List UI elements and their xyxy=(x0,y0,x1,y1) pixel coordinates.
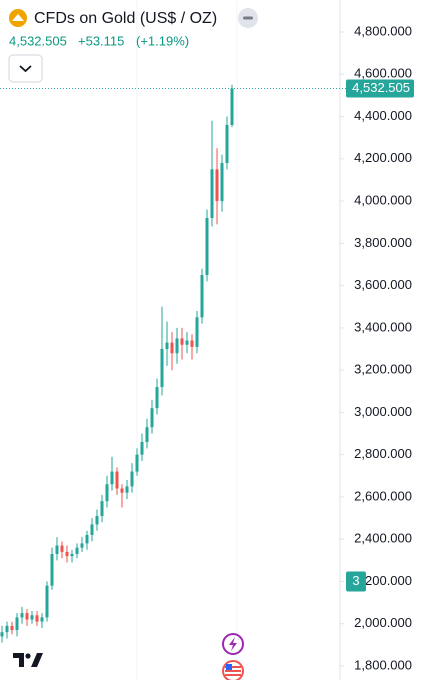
candle-body xyxy=(110,471,114,485)
y-tick-label: 2,200.000 xyxy=(354,573,412,588)
candle-body xyxy=(190,340,194,347)
candle-body xyxy=(145,427,149,442)
collapse-button[interactable] xyxy=(238,8,258,28)
y-tick-label: 3,400.000 xyxy=(354,319,412,334)
economy-icon[interactable] xyxy=(222,660,244,680)
candle-body xyxy=(25,613,29,620)
y-tick-label: 4,800.000 xyxy=(354,23,412,38)
candle-body xyxy=(160,349,164,388)
y-tick-label: 3,200.000 xyxy=(354,362,412,377)
candle-body xyxy=(150,408,154,428)
candle-body xyxy=(70,553,74,557)
candle-body xyxy=(60,545,64,552)
candle-body xyxy=(165,342,169,349)
y-tick-label: 1,800.000 xyxy=(354,657,412,672)
price: 4,532.505 xyxy=(9,33,67,48)
y-tick-label: 2,000.000 xyxy=(354,615,412,630)
candle-body xyxy=(220,163,224,202)
y-tick-label: 2,400.000 xyxy=(354,531,412,546)
candle-body xyxy=(205,217,209,276)
badge: 3 xyxy=(352,573,359,588)
y-tick-label: 4,000.000 xyxy=(354,193,412,208)
candle-body xyxy=(30,615,34,620)
y-tick-label: 3,000.000 xyxy=(354,404,412,419)
candle-body xyxy=(210,169,214,218)
candle-body xyxy=(10,625,14,631)
candle-body xyxy=(75,547,79,554)
candle-body xyxy=(100,501,104,516)
candle-body xyxy=(45,585,49,618)
candle-body xyxy=(120,488,124,493)
candle-body xyxy=(5,625,9,633)
change: +53.115 xyxy=(78,33,124,48)
candle-body xyxy=(20,613,24,618)
candle-body xyxy=(175,338,179,354)
candle-body xyxy=(35,615,39,622)
y-tick-label: 2,800.000 xyxy=(354,446,412,461)
candle-body xyxy=(90,524,94,535)
y-tick-label: 3,800.000 xyxy=(354,235,412,250)
change-pct: (+1.19%) xyxy=(136,33,189,48)
candle-body xyxy=(0,632,4,637)
candle-body xyxy=(230,88,234,125)
candle-body xyxy=(130,471,134,487)
candle-body xyxy=(200,275,204,318)
candle-body xyxy=(155,387,159,409)
candle-body xyxy=(140,441,144,455)
candle-body xyxy=(55,545,59,554)
last-price-box xyxy=(346,79,414,98)
candle-body xyxy=(180,338,184,345)
candle-body xyxy=(225,124,229,164)
y-tick-label: 4,400.000 xyxy=(354,108,412,123)
candle-body xyxy=(50,553,54,586)
candle-body xyxy=(95,515,99,525)
tv-logo[interactable] xyxy=(13,653,43,667)
candle-body xyxy=(125,486,129,493)
candle-body xyxy=(215,169,219,202)
candle-body xyxy=(105,484,109,502)
candle-body xyxy=(40,617,44,622)
candle-body xyxy=(135,454,139,472)
gold-icon xyxy=(9,9,27,27)
y-tick-label: 2,600.000 xyxy=(354,488,412,503)
candle-body xyxy=(170,342,174,354)
candle-body xyxy=(85,534,89,544)
candle-body xyxy=(115,471,119,489)
candle-body xyxy=(65,551,69,557)
dropdown-button[interactable] xyxy=(8,54,43,83)
y-tick-label: 4,600.000 xyxy=(354,66,412,81)
candle-body xyxy=(195,317,199,347)
events-icon[interactable] xyxy=(222,633,244,655)
y-tick-label: 4,200.000 xyxy=(354,150,412,165)
y-tick-label: 3,600.000 xyxy=(354,277,412,292)
symbol-title: CFDs on Gold (US$ / OZ) xyxy=(34,10,217,27)
candle-body xyxy=(15,617,19,631)
candle-body xyxy=(185,340,189,345)
last-price-label: 4,532.505 xyxy=(352,80,410,95)
badge-box xyxy=(346,571,366,592)
candle-body xyxy=(80,543,84,548)
